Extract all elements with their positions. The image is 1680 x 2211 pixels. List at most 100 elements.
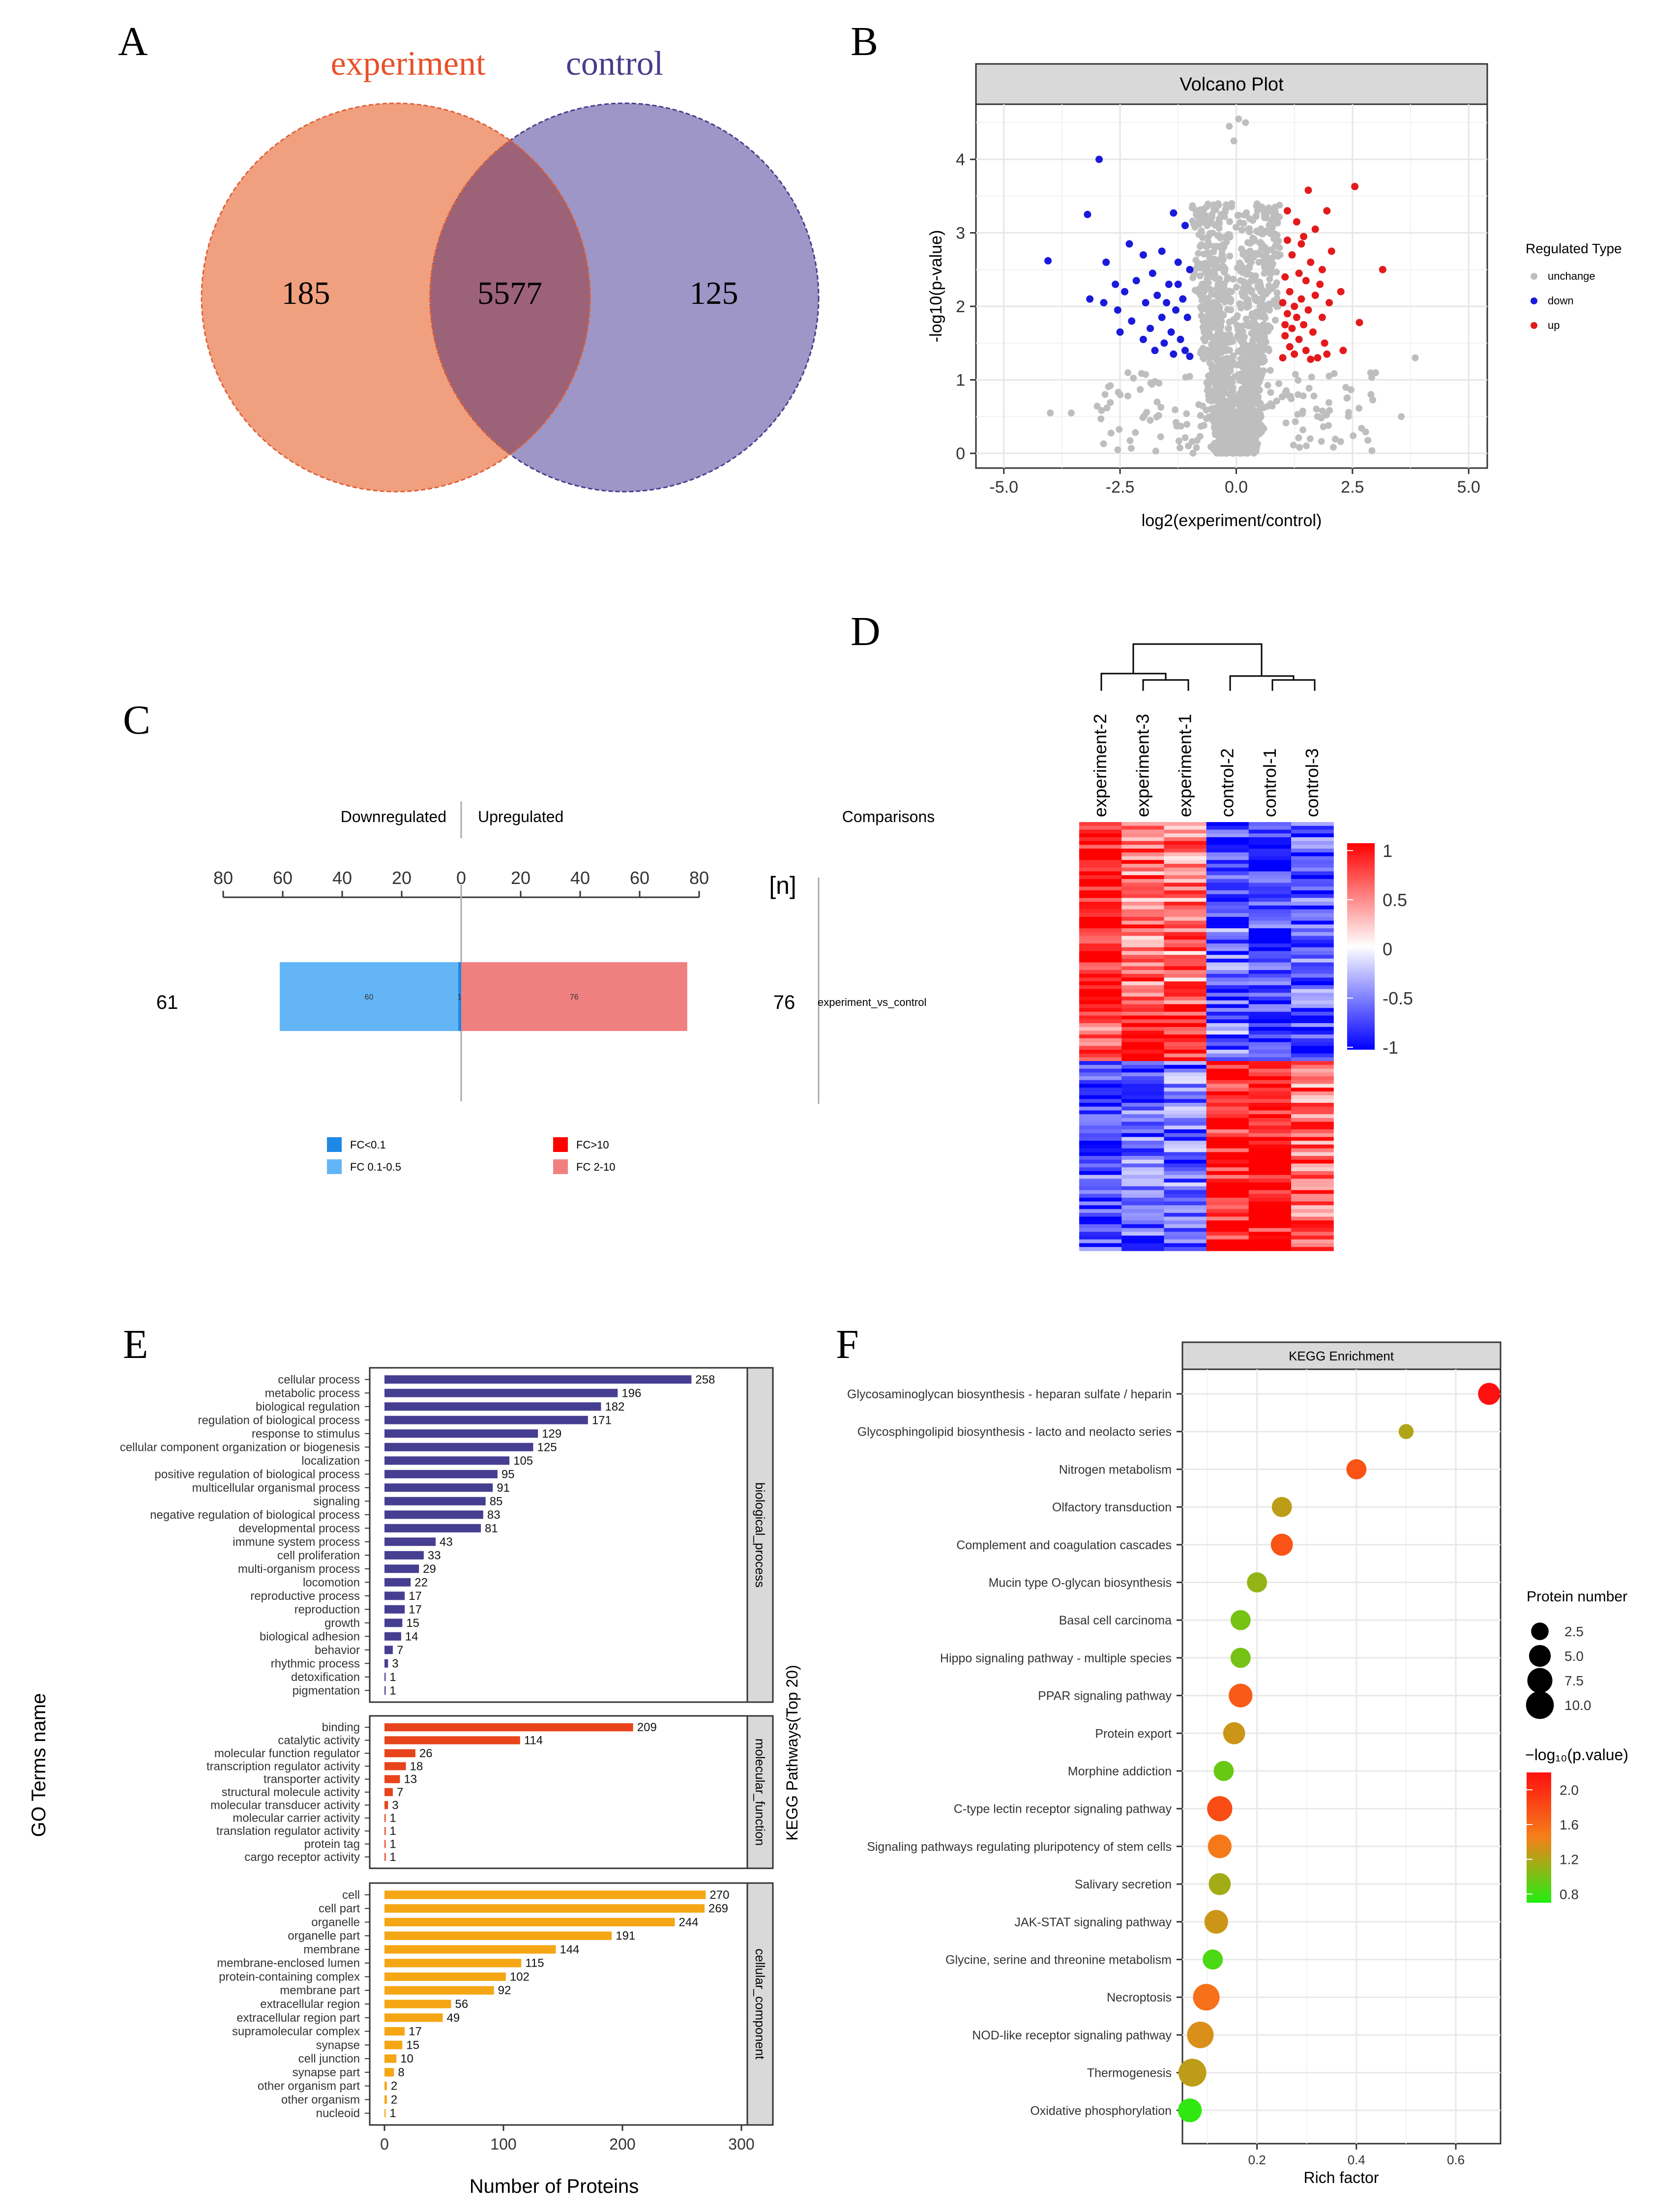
heatmap-cell <box>1291 996 1334 1001</box>
volcano-point-unchange <box>1225 421 1233 428</box>
heatmap-cell <box>1164 981 1207 986</box>
kegg-bubble-protein-export <box>1223 1722 1245 1744</box>
volcano-point-unchange <box>1147 416 1154 424</box>
go-bar-protein-containing-complex <box>384 1972 506 1981</box>
heatmap-cell <box>1079 1008 1122 1012</box>
volcano-point-unchange <box>1195 209 1202 217</box>
heatmap-cell <box>1164 1053 1207 1058</box>
heatmap-cell <box>1248 1125 1292 1130</box>
venn-diagram: experiment control 185 5577 125 <box>201 45 820 493</box>
heatmap-cell <box>1164 1057 1207 1061</box>
volcano-point-down <box>1174 258 1182 266</box>
volcano-point-down <box>1186 265 1194 273</box>
go-bar-value: 7 <box>397 1644 403 1657</box>
go-bar-value: 1 <box>389 1684 396 1697</box>
volcano-point-unchange <box>1173 422 1180 430</box>
volcano-point-up <box>1311 225 1319 233</box>
volcano-point-down <box>1100 299 1108 307</box>
volcano-point-unchange <box>1198 241 1205 248</box>
heatmap-cell <box>1164 1068 1207 1073</box>
go-term-label: cellular component organization or bioge… <box>120 1441 360 1454</box>
heatmap-cell <box>1079 1167 1122 1172</box>
heatmap-cell <box>1164 1190 1207 1194</box>
heatmap-cell <box>1248 1212 1292 1217</box>
volcano-point-unchange <box>1278 393 1286 401</box>
volcano-point-unchange <box>1222 208 1229 215</box>
heatmap-cell <box>1121 1053 1164 1058</box>
heatmap-cell <box>1206 1171 1249 1176</box>
volcano-point-unchange <box>1236 219 1243 226</box>
volcano-point-unchange <box>1235 391 1242 399</box>
volcano-point-unchange <box>1211 270 1218 277</box>
heatmap-cell <box>1079 1144 1122 1149</box>
volcano-point-unchange <box>1196 272 1204 280</box>
heatmap-cell <box>1248 1190 1292 1194</box>
heatmap-cell <box>1121 1019 1164 1024</box>
heatmap-cell <box>1248 1099 1292 1103</box>
go-term-label: metabolic process <box>265 1386 360 1400</box>
volcano-point-unchange <box>1175 437 1182 444</box>
heatmap-cell <box>1291 860 1334 864</box>
heatmap-cell <box>1164 1023 1207 1028</box>
heatmap-cell <box>1164 1103 1207 1107</box>
heatmap-cell <box>1291 1106 1334 1111</box>
volcano-point-unchange <box>1246 215 1253 222</box>
go-bar-value: 92 <box>498 1984 511 1997</box>
legend-item-fc-lt-0.1: FC<0.1 <box>327 1137 386 1152</box>
volcano-point-unchange <box>1272 282 1279 289</box>
heatmap-cell <box>1121 1167 1164 1172</box>
heatmap-cell <box>1164 1182 1207 1187</box>
heatmap-cell <box>1248 856 1292 860</box>
heatmap-cell <box>1121 1224 1164 1229</box>
volcano-point-unchange <box>1212 384 1219 392</box>
heatmap-cell <box>1291 841 1334 845</box>
heatmap-cell <box>1121 966 1164 971</box>
heatmap-cell <box>1206 1137 1249 1141</box>
panel-label-d: D <box>851 609 881 654</box>
legend-swatch-fc-2-10 <box>553 1159 568 1174</box>
go-term-label: membrane-enclosed lumen <box>217 1957 360 1970</box>
volcano-point-down <box>1149 269 1156 277</box>
heatmap-cell <box>1206 1228 1249 1233</box>
heatmap-cell <box>1206 996 1249 1001</box>
go-bar-value: 1 <box>389 1812 396 1825</box>
volcano-point-up <box>1295 269 1303 277</box>
kegg-bubble-thermogenesis <box>1178 2059 1207 2087</box>
heatmap-cell <box>1164 1133 1207 1138</box>
go-bar-extracellular-region <box>384 2000 451 2008</box>
heatmap-cell <box>1121 958 1164 963</box>
heatmap-cell <box>1248 1144 1292 1149</box>
volcano-point-unchange <box>1337 438 1344 445</box>
venn-intersection <box>429 139 591 456</box>
heatmap-cell <box>1164 1000 1207 1005</box>
heatmap-cell <box>1206 1159 1249 1164</box>
kegg-bubble-oxidative-phosphorylation <box>1178 2098 1202 2123</box>
heatmap-cell <box>1291 1152 1334 1156</box>
heatmap-cell <box>1164 1015 1207 1020</box>
volcano-point-down <box>1158 247 1166 255</box>
heatmap-cell <box>1248 833 1292 838</box>
volcano-point-up <box>1279 354 1287 362</box>
go-bar-reproductive-process <box>384 1592 405 1600</box>
heatmap-cell <box>1291 909 1334 914</box>
volcano-point-up <box>1307 355 1315 363</box>
heatmap-column-label: control-2 <box>1217 748 1238 817</box>
heatmap-cell <box>1079 1175 1122 1179</box>
heatmap-cell <box>1121 845 1164 849</box>
volcano-point-unchange <box>1259 230 1266 237</box>
heatmap-cell <box>1079 1209 1122 1213</box>
heatmap-cell <box>1121 1099 1164 1103</box>
go-term-label: organelle part <box>288 1929 360 1943</box>
heatmap-cell <box>1079 1015 1122 1020</box>
regulation-bar-fc-2-10 <box>461 962 687 1031</box>
volcano-point-up <box>1300 233 1308 240</box>
go-x-axis-label: Number of Proteins <box>470 2176 639 2197</box>
volcano-points <box>1044 115 1419 457</box>
volcano-point-unchange <box>1260 332 1267 340</box>
heatmap-cell <box>1206 1110 1249 1115</box>
go-bar-multi-organism-process <box>384 1564 419 1573</box>
heatmap-cell <box>1079 973 1122 978</box>
heatmap-cell <box>1291 825 1334 830</box>
heatmap-cell <box>1248 1076 1292 1081</box>
volcano-point-unchange <box>1256 239 1263 246</box>
